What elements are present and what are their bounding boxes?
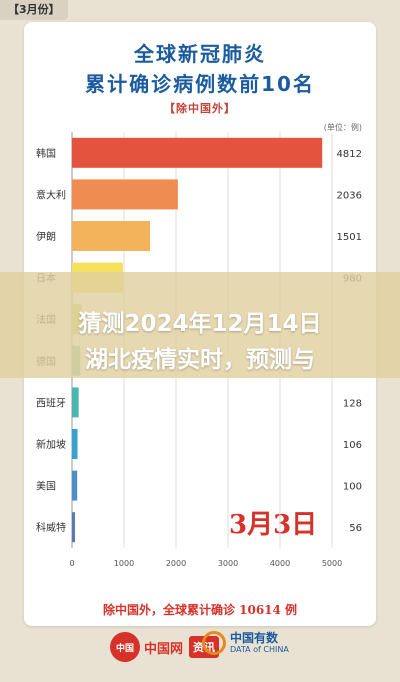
headline-banner: 猜测2024年12月14日 湖北疫情实时，预测与 (0, 272, 400, 378)
value-label: 2036 (337, 190, 362, 201)
bar-7 (72, 429, 78, 459)
china-net-name: 中国网 (144, 641, 184, 657)
value-label: 56 (349, 523, 362, 534)
category-label: 韩国 (36, 147, 56, 160)
value-label: 106 (343, 440, 362, 451)
total-footnote: 除中国外，全球累计确诊 10614 例 (102, 603, 298, 617)
value-label: 1501 (337, 232, 362, 243)
value-label: 4812 (337, 149, 362, 160)
data-of-china-logo: 中国有数 DATA of CHINA (202, 631, 289, 655)
category-label: 美国 (36, 480, 56, 493)
chart-title: 全球新冠肺炎 (134, 42, 266, 66)
value-label: 100 (343, 482, 362, 493)
category-label: 意大利 (36, 188, 66, 201)
headline-line-1: 猜测2024年12月14日 (78, 311, 322, 337)
x-tick-label: 2000 (166, 559, 186, 568)
x-tick-label: 4000 (270, 559, 290, 568)
china-seal-icon: 中国 (110, 632, 140, 662)
x-tick-label: 0 (69, 559, 74, 568)
unit-label: (单位：例) (323, 123, 362, 132)
data-of-china-cn: 中国有数 (230, 631, 279, 645)
category-label: 新加坡 (36, 438, 66, 451)
category-label: 科威特 (36, 521, 66, 534)
bar-9 (72, 512, 75, 543)
value-label: 128 (343, 398, 362, 409)
ring-icon (202, 631, 226, 655)
bar-6 (72, 387, 79, 418)
bar-2 (72, 221, 151, 251)
category-label: 西班牙 (36, 397, 66, 409)
x-tick-label: 1000 (114, 559, 134, 568)
logo-strip: 中国 中国网 资讯 中国有数 DATA of CHINA (0, 627, 400, 671)
month-tag: 【3月份】 (0, 0, 68, 20)
data-of-china-en: DATA of CHINA (230, 645, 289, 654)
x-tick-label: 3000 (218, 559, 238, 568)
chart-note: 【除中国外】 (164, 102, 236, 115)
chart-subtitle: 累计确诊病例数前10名 (85, 72, 315, 96)
date-stamp: 3月3日 (229, 510, 318, 540)
bar-0 (72, 137, 323, 168)
x-tick-label: 5000 (322, 559, 342, 568)
category-label: 伊朗 (36, 231, 56, 243)
bar-8 (72, 470, 78, 501)
bar-1 (72, 179, 178, 210)
headline-line-2: 湖北疫情实时，预测与 (85, 347, 315, 373)
